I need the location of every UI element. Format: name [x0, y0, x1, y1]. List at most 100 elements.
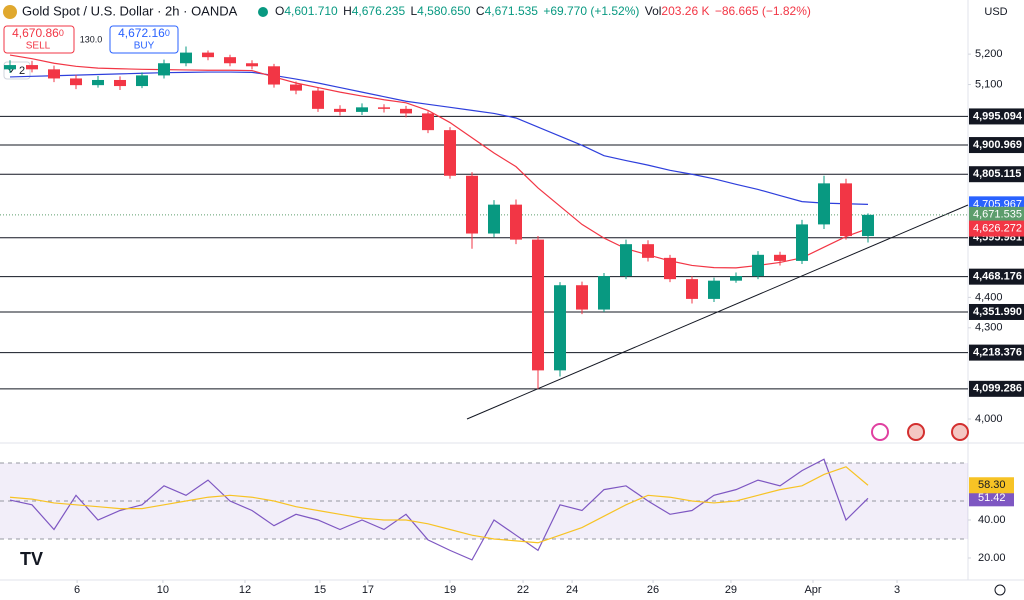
level-label: 4,995.094 — [973, 110, 1023, 122]
event-icons — [871, 423, 969, 441]
price-label: 4,671.535 — [973, 209, 1022, 221]
level-tag — [969, 108, 1024, 125]
x-tick-label: 6 — [74, 584, 80, 596]
level-tag — [969, 137, 1024, 154]
symbol-title: Gold Spot / U.S. Dollar · 2h · OANDA — [22, 3, 238, 18]
candle-body — [158, 63, 170, 76]
volume-key: Vol — [645, 4, 662, 18]
event-icon[interactable] — [907, 423, 925, 441]
x-tick-label: 22 — [517, 584, 529, 596]
level-tag — [969, 268, 1024, 285]
value-label: 51.42 — [978, 492, 1006, 504]
x-tick-label: 3 — [894, 584, 900, 596]
candle-body — [510, 204, 522, 240]
x-tick-label: 24 — [566, 584, 578, 596]
level-label: 4,099.286 — [973, 383, 1022, 395]
x-tick-label: 19 — [444, 584, 456, 596]
visibility-icon[interactable] — [258, 7, 268, 17]
sell-price: 4,670.860 — [12, 26, 64, 40]
candle-body — [136, 75, 148, 87]
x-tick-label: 29 — [725, 584, 737, 596]
x-tick-label: 10 — [157, 584, 169, 596]
candle-body — [576, 285, 588, 310]
indicators-count: 2 — [19, 65, 25, 77]
ohlc-key: O — [275, 4, 284, 18]
candle-body — [114, 79, 126, 87]
candle-body — [224, 57, 236, 64]
buy-button[interactable] — [109, 25, 179, 54]
event-icon[interactable] — [871, 423, 889, 441]
value-tag — [969, 490, 1014, 507]
candle-body — [400, 108, 412, 114]
ohlc-value: 4,671.535 — [485, 4, 539, 18]
candle-body — [664, 257, 676, 280]
sell-button[interactable] — [3, 25, 75, 54]
chevron — [7, 67, 15, 73]
y-tick-label: 5,200 — [975, 48, 1003, 60]
value-tag — [969, 477, 1014, 494]
ohlc-value: 4,580.650 — [417, 4, 471, 18]
candle-body — [290, 84, 302, 91]
candle-body — [796, 224, 808, 261]
candle-body — [532, 239, 544, 371]
ohlc-key: H — [343, 4, 352, 18]
settings-icon[interactable] — [994, 584, 1006, 596]
volume-change: −86.665 (−1.82%) — [715, 4, 811, 18]
x-tick-label: 17 — [362, 584, 374, 596]
candle-body — [268, 66, 280, 85]
buy-price-main: 4,672.16 — [118, 26, 165, 40]
series-line — [9, 54, 869, 269]
candle-body — [598, 276, 610, 310]
sell-price-main: 4,670.86 — [12, 26, 59, 40]
price-label: 4,626.272 — [973, 222, 1022, 234]
x-tick-label: 12 — [239, 584, 251, 596]
logo: TV — [20, 549, 43, 569]
level-tag — [969, 303, 1024, 320]
x-tick-label: 26 — [647, 584, 659, 596]
candle-body — [774, 254, 786, 261]
x-tick-label: Apr — [804, 584, 821, 596]
candle-body — [488, 204, 500, 234]
level-label: 4,218.376 — [973, 347, 1022, 359]
candle-body — [686, 279, 698, 299]
series-line — [9, 466, 869, 544]
buy-price-digit: 0 — [165, 28, 170, 38]
level-label: 4,468.176 — [973, 271, 1022, 283]
candle-body — [642, 244, 654, 258]
buy-price: 4,672.160 — [118, 26, 170, 40]
candle-body — [48, 69, 60, 79]
buy-label: BUY — [134, 41, 155, 52]
candle-body — [92, 79, 104, 86]
candle-body — [4, 65, 16, 70]
candle-body — [422, 113, 434, 131]
y-tick-label: 4,300 — [975, 322, 1003, 334]
volume: 203.26 K — [661, 4, 709, 18]
candle-body — [378, 107, 390, 109]
level-tag — [969, 344, 1024, 361]
candle-body — [466, 175, 478, 234]
ohlc-value: 4,601.710 — [284, 4, 338, 18]
currency: USD — [984, 6, 1007, 18]
spread: 130.0 — [80, 34, 103, 44]
symbol-logo — [3, 5, 17, 19]
ohlc-key: C — [476, 4, 485, 18]
y-tick-label: 4,000 — [975, 413, 1003, 425]
y-tick-label: 4,400 — [975, 291, 1003, 303]
candle-body — [26, 65, 38, 70]
candle-body — [180, 52, 192, 64]
candle-body — [246, 63, 258, 67]
y-tick-label: 20.00 — [978, 552, 1006, 564]
event-icon[interactable] — [951, 423, 969, 441]
value-label: 58.30 — [978, 479, 1006, 491]
candle-body — [840, 183, 852, 237]
ohlc-key: L — [410, 4, 417, 18]
change: +69.770 (+1.52%) — [543, 4, 639, 18]
ohlc-readout: O4,601.710 H4,676.235 L4,580.650 C4,671.… — [275, 4, 811, 18]
level-label: 4,351.990 — [973, 306, 1022, 318]
sell-price-digit: 0 — [59, 28, 64, 38]
candle-body — [554, 285, 566, 371]
level-tag — [969, 380, 1024, 397]
candle-body — [752, 254, 764, 277]
